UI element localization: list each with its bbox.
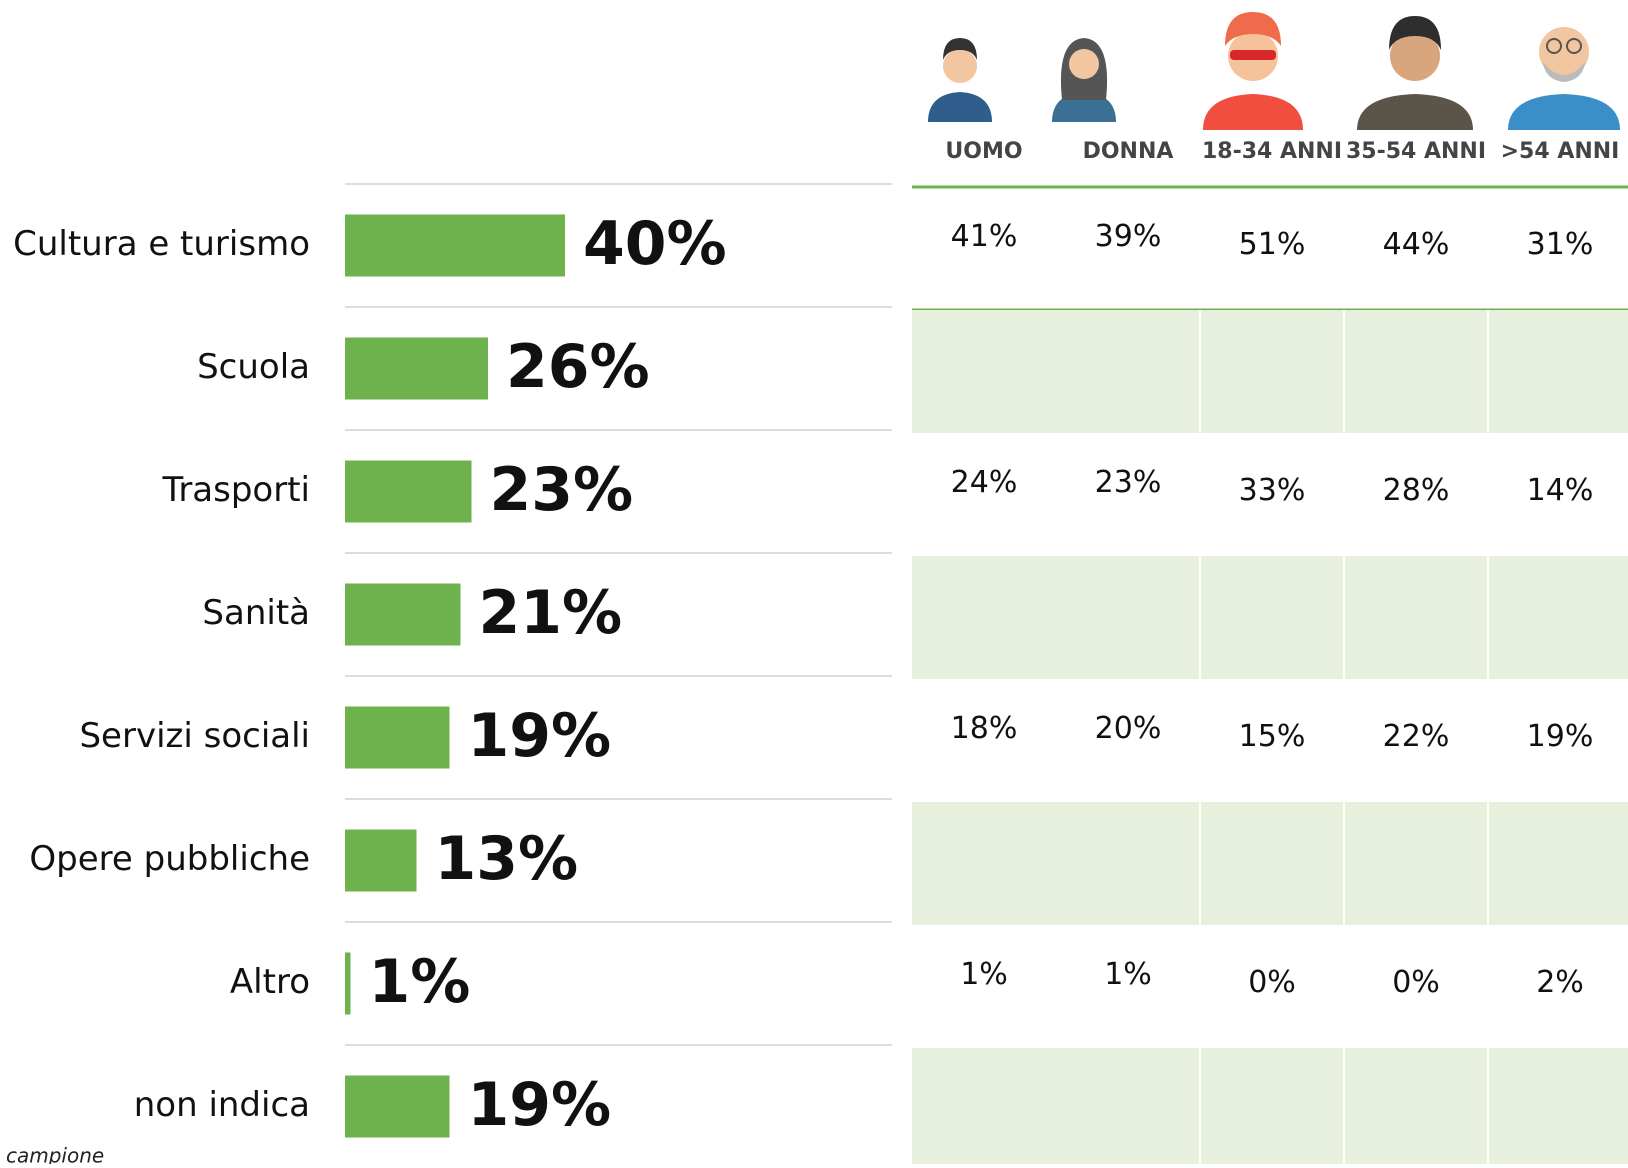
bar xyxy=(345,829,417,892)
table-cell: 31% xyxy=(1527,227,1594,262)
value-label: 19% xyxy=(468,701,612,771)
table-cell: 0% xyxy=(1248,965,1296,1000)
table-cell: 20% xyxy=(1095,711,1162,746)
bar xyxy=(345,1075,450,1138)
bar xyxy=(345,460,472,523)
table-cell: 44% xyxy=(1383,227,1450,262)
icon-woman xyxy=(1052,38,1116,122)
table-cell: 41% xyxy=(951,219,1018,254)
icons xyxy=(928,12,1620,130)
table-cell: 15% xyxy=(1239,719,1306,754)
bar xyxy=(345,583,461,646)
category-label: Cultura e turismo xyxy=(13,224,310,264)
table-cell: 23% xyxy=(1095,465,1162,500)
column-header: UOMO xyxy=(945,139,1022,164)
table-row-shade xyxy=(912,310,1628,433)
bar xyxy=(345,337,488,400)
table-row-shade xyxy=(912,556,1628,679)
value-label: 23% xyxy=(490,455,634,525)
table-cell: 22% xyxy=(1383,719,1450,754)
category-label: Altro xyxy=(230,962,310,1002)
table-cell: 28% xyxy=(1383,473,1450,508)
bar xyxy=(345,706,450,769)
value-label: 13% xyxy=(435,824,579,894)
table-cell: 14% xyxy=(1527,473,1594,508)
value-label: 26% xyxy=(506,332,650,402)
column-header: >54 ANNI xyxy=(1501,139,1620,164)
category-label: Trasporti xyxy=(162,470,310,510)
footnote: campione xyxy=(6,1144,104,1165)
bar xyxy=(345,214,565,277)
table-cell: 0% xyxy=(1392,965,1440,1000)
background xyxy=(912,310,1628,1168)
value-label: 40% xyxy=(583,209,727,279)
table-cell: 1% xyxy=(1104,957,1152,992)
icon-man xyxy=(928,38,992,122)
table-cell: 18% xyxy=(951,711,1018,746)
category-label: Opere pubbliche xyxy=(29,839,310,879)
table-row-shade xyxy=(912,802,1628,925)
value-label: 21% xyxy=(479,578,623,648)
table-cell: 33% xyxy=(1239,473,1306,508)
table-cell: 19% xyxy=(1527,719,1594,754)
category-label: non indica xyxy=(134,1085,310,1125)
column-header: 35-54 ANNI xyxy=(1346,139,1486,164)
bar xyxy=(345,952,351,1015)
column-header: DONNA xyxy=(1083,139,1174,164)
icon-young xyxy=(1203,12,1303,130)
table-cell: 2% xyxy=(1536,965,1584,1000)
table-cell: 24% xyxy=(951,465,1018,500)
category-label: Scuola xyxy=(197,347,310,387)
table-cell: 39% xyxy=(1095,219,1162,254)
value-label: 19% xyxy=(468,1070,612,1140)
column-header: 18-34 ANNI xyxy=(1202,139,1342,164)
table-row-shade xyxy=(912,1048,1628,1168)
value-label: 1% xyxy=(369,947,471,1017)
category-label: Sanità xyxy=(202,593,310,633)
icon-senior xyxy=(1508,27,1620,130)
category-label: Servizi sociali xyxy=(79,716,310,756)
table-cell: 1% xyxy=(960,957,1008,992)
table-cell: 51% xyxy=(1239,227,1306,262)
icon-adult xyxy=(1357,16,1473,130)
